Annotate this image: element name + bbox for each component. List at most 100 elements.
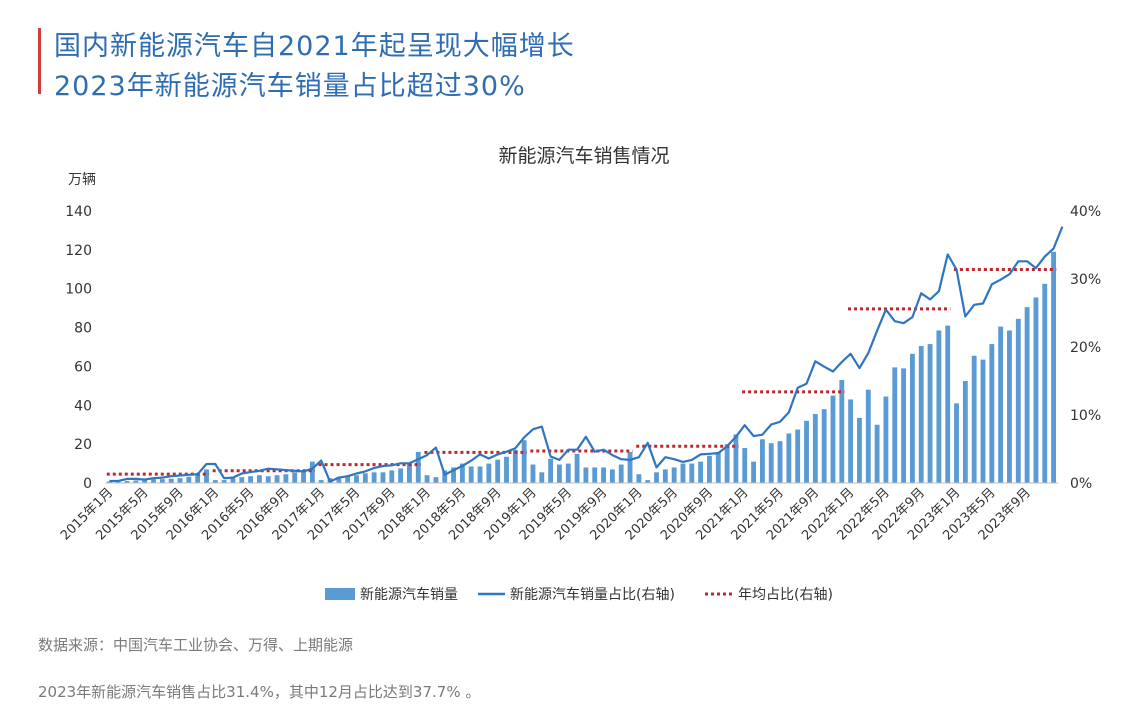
sales-bar [221,480,227,483]
sales-bar [759,439,765,483]
sales-bar [998,326,1004,483]
sales-bar [212,480,218,483]
sales-bar [662,469,668,483]
sales-bar [618,464,624,483]
sales-bar [557,464,562,483]
sales-bar [874,424,880,483]
sales-bar [433,477,439,483]
sales-bar [415,451,421,483]
sales-bar [512,449,518,483]
sales-bars [106,251,1057,483]
sales-bar [230,478,236,483]
left-axis-tick-label: 80 [74,321,92,337]
sales-bar [592,467,598,483]
sales-bar [177,478,183,483]
sales-bar [442,470,448,483]
sales-bar [821,409,827,483]
sales-bar [777,441,783,483]
sales-bar [486,463,492,483]
sales-bar [159,479,165,483]
sales-bar [451,467,456,483]
sales-bar [733,434,739,483]
chart-title: 新能源汽车销售情况 [498,145,669,167]
sales-bar [804,420,809,483]
sales-bar [909,353,915,483]
sales-bar [407,463,412,483]
right-axis-tick-label: 20% [1070,340,1101,356]
sales-bar [371,472,377,483]
sales-bar [830,395,836,483]
left-axis-tick-label: 140 [65,204,92,220]
sales-bar [962,381,968,483]
sales-bar [609,469,615,483]
right-axis-tick-label: 40% [1070,204,1101,220]
left-axis-tick-label: 60 [74,359,92,375]
sales-bar [689,463,695,483]
sales-bar [301,470,306,483]
share-series-line [109,226,1064,483]
sales-bar [724,444,730,483]
sales-bar [1042,283,1048,483]
sales-bar [698,461,704,483]
sales-bar [1051,251,1057,483]
sales-bar [354,475,359,483]
share-line [109,226,1064,483]
sales-bar [106,481,112,483]
sales-bar [565,463,571,483]
right-axis-tick-label: 0% [1070,476,1092,492]
sales-bar [142,480,148,483]
sales-bar [133,480,139,483]
sales-bar [892,367,898,483]
sales-bar [680,463,686,483]
sales-bar [1007,330,1012,483]
legend-bar-swatch [325,588,355,600]
sales-bar [574,453,580,483]
sales-bar [707,455,712,483]
legend-avg-label: 年均占比(右轴) [738,587,833,603]
sales-bar [256,475,262,483]
sales-bar [283,474,289,483]
right-axis-tick-label: 30% [1070,272,1101,288]
sales-bar [883,396,889,483]
sales-bar [151,479,156,483]
sales-bar [530,464,536,483]
chart-legend: 新能源汽车销量 新能源汽车销量占比(右轴) 年均占比(右轴) [325,586,833,603]
sales-bar [857,417,862,483]
sales-bar [1024,307,1030,483]
sales-bar [459,463,465,483]
sales-bar [424,475,430,483]
sales-bar [848,399,854,483]
sales-bar [380,472,386,483]
sales-bar [362,473,368,483]
sales-bar [495,459,501,483]
sales-bar [954,403,959,483]
sales-bar [477,466,483,483]
sales-bar [398,468,404,483]
headline-line-1: 国内新能源汽车自2021年起呈现大幅增长 [54,31,575,62]
sales-bar [124,481,130,483]
data-source: 数据来源：中国汽车工业协会、万得、上期能源 [38,636,354,654]
sales-bar [901,368,907,483]
sales-bar [248,476,254,483]
left-axis-tick-label: 0 [83,476,92,492]
sales-bar [989,344,995,483]
right-axis: 0% 10% 20% 30% 40% [1070,204,1101,492]
headline-line-2: 2023年新能源汽车销量占比超过30% [54,71,526,102]
sales-bar [645,480,651,483]
sales-bar [204,469,209,483]
sales-bar [504,456,509,483]
sales-bar [945,325,951,483]
sales-bar [654,472,659,483]
sales-bar [521,440,527,483]
sales-bar [309,461,315,483]
sales-bar [195,475,201,483]
sales-bar [971,355,977,483]
left-axis-unit: 万辆 [68,172,96,188]
sales-bar [812,414,818,483]
sales-bar [274,475,280,483]
sales-bar [336,477,342,483]
sales-bar [539,472,545,483]
sales-bar [265,476,271,483]
sales-bar [1015,318,1021,483]
